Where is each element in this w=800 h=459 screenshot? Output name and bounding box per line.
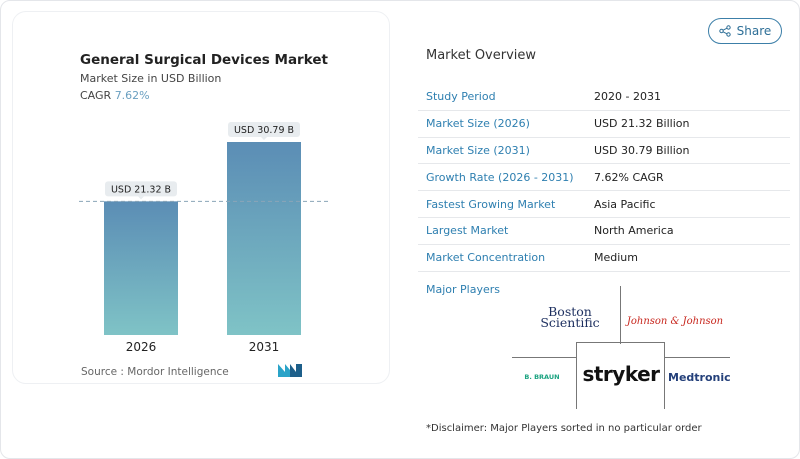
row-value: USD 21.32 Billion <box>594 117 690 131</box>
table-row: Growth Rate (2026 - 2031) 7.62% CAGR <box>418 164 790 192</box>
data-label-bg <box>228 122 300 137</box>
bar-2031 <box>227 142 301 335</box>
data-label-pointer <box>138 196 144 200</box>
cagr: CAGR 7.62% <box>80 89 150 102</box>
row-label: Fastest Growing Market <box>426 197 556 211</box>
row-value: 7.62% CAGR <box>594 170 664 184</box>
major-players-title: Major Players <box>426 283 500 296</box>
overview-table: Study Period 2020 - 2031 Market Size (202… <box>418 84 790 272</box>
share-icon <box>718 25 731 37</box>
row-label: Market Size (2031) <box>426 143 530 157</box>
logo-b-braun: B. BRAUN <box>524 373 560 381</box>
data-label: USD 30.79 B <box>234 125 294 136</box>
row-label: Market Size (2026) <box>426 117 530 131</box>
x-tick-label: 2026 <box>126 340 157 354</box>
table-row: Market Size (2031) USD 30.79 Billion <box>418 138 790 165</box>
chart-title: General Surgical Devices Market <box>80 52 328 68</box>
divider <box>664 357 730 358</box>
featured-logo-box <box>576 342 665 409</box>
share-label: Share <box>736 24 772 38</box>
cagr-value: 7.62% <box>114 89 150 102</box>
divider <box>620 286 621 344</box>
data-label-bg <box>105 181 177 197</box>
mordor-logo-icon <box>278 364 302 377</box>
row-value: 2020 - 2031 <box>594 90 661 104</box>
logo-johnson-johnson: Johnson & Johnson <box>626 316 724 327</box>
data-label-pointer <box>261 137 267 140</box>
table-row: Largest Market North America <box>418 218 790 245</box>
table-row: Market Size (2026) USD 21.32 Billion <box>418 111 790 138</box>
share-button[interactable]: Share <box>708 18 782 44</box>
table-row: Study Period 2020 - 2031 <box>418 84 790 111</box>
bar-chart: USD 21.32 B 2026 USD 30.79 B 2031 <box>79 122 328 354</box>
source-text: Source : Mordor Intelligence <box>81 366 229 378</box>
cagr-label: CAGR <box>80 89 112 102</box>
row-value: Medium <box>594 251 638 265</box>
logo-stryker: stryker <box>582 362 660 386</box>
logo-medtronic: Medtronic <box>668 371 731 384</box>
row-value: Asia Pacific <box>594 197 656 211</box>
logo-boston-scientific: Boston Scientific <box>540 304 600 330</box>
table-row: Market Concentration Medium <box>418 245 790 272</box>
disclaimer: *Disclaimer: Major Players sorted in no … <box>426 423 702 434</box>
x-tick-label: 2031 <box>249 340 280 354</box>
bar-2026 <box>104 201 178 335</box>
divider <box>512 357 577 358</box>
chart-subtitle: Market Size in USD Billion <box>80 72 222 85</box>
row-value: USD 30.79 Billion <box>594 143 690 157</box>
row-label: Growth Rate (2026 - 2031) <box>426 170 574 184</box>
data-label: USD 21.32 B <box>111 184 171 195</box>
row-label: Largest Market <box>426 224 509 238</box>
overview-title: Market Overview <box>426 48 537 63</box>
chart-card <box>12 11 390 384</box>
row-label: Market Concentration <box>426 251 546 265</box>
row-label: Study Period <box>426 90 496 104</box>
table-row: Fastest Growing Market Asia Pacific <box>418 191 790 218</box>
row-value: North America <box>594 224 674 238</box>
